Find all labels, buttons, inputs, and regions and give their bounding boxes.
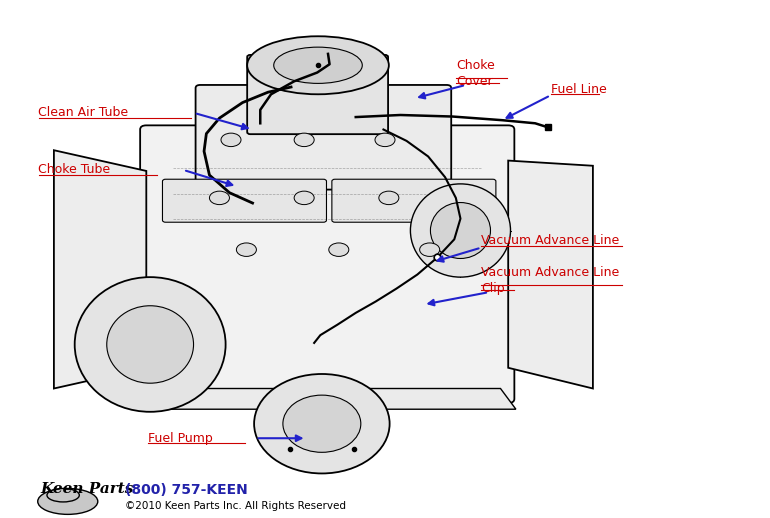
Ellipse shape <box>247 36 389 94</box>
Circle shape <box>294 133 314 147</box>
Text: (800) 757-KEEN: (800) 757-KEEN <box>125 482 247 497</box>
Circle shape <box>209 191 229 205</box>
Circle shape <box>294 191 314 205</box>
Ellipse shape <box>47 488 79 502</box>
Text: Choke
Cover: Choke Cover <box>456 59 494 88</box>
Circle shape <box>375 133 395 147</box>
Ellipse shape <box>430 203 490 258</box>
Text: ©2010 Keen Parts Inc. All Rights Reserved: ©2010 Keen Parts Inc. All Rights Reserve… <box>125 500 346 511</box>
Text: Keen Parts: Keen Parts <box>40 482 133 496</box>
Polygon shape <box>508 161 593 388</box>
Text: Fuel Line: Fuel Line <box>551 82 606 96</box>
FancyBboxPatch shape <box>162 179 326 222</box>
Ellipse shape <box>254 374 390 473</box>
Text: Vacuum Advance Line: Vacuum Advance Line <box>481 234 620 248</box>
Text: Clean Air Tube: Clean Air Tube <box>38 106 129 120</box>
Circle shape <box>221 133 241 147</box>
Ellipse shape <box>283 395 361 452</box>
Polygon shape <box>54 150 146 388</box>
FancyBboxPatch shape <box>140 125 514 403</box>
Circle shape <box>379 191 399 205</box>
FancyBboxPatch shape <box>247 55 388 134</box>
Ellipse shape <box>38 488 98 514</box>
Polygon shape <box>131 388 516 409</box>
Circle shape <box>329 243 349 256</box>
FancyBboxPatch shape <box>196 85 451 190</box>
FancyBboxPatch shape <box>332 179 496 222</box>
Ellipse shape <box>274 47 362 83</box>
Circle shape <box>420 243 440 256</box>
Text: Fuel Pump: Fuel Pump <box>148 431 213 445</box>
Ellipse shape <box>107 306 193 383</box>
Ellipse shape <box>410 184 511 277</box>
Circle shape <box>236 243 256 256</box>
Text: Vacuum Advance Line
Clip: Vacuum Advance Line Clip <box>481 266 620 295</box>
Ellipse shape <box>75 277 226 412</box>
Text: Choke Tube: Choke Tube <box>38 163 111 177</box>
FancyBboxPatch shape <box>276 411 367 454</box>
